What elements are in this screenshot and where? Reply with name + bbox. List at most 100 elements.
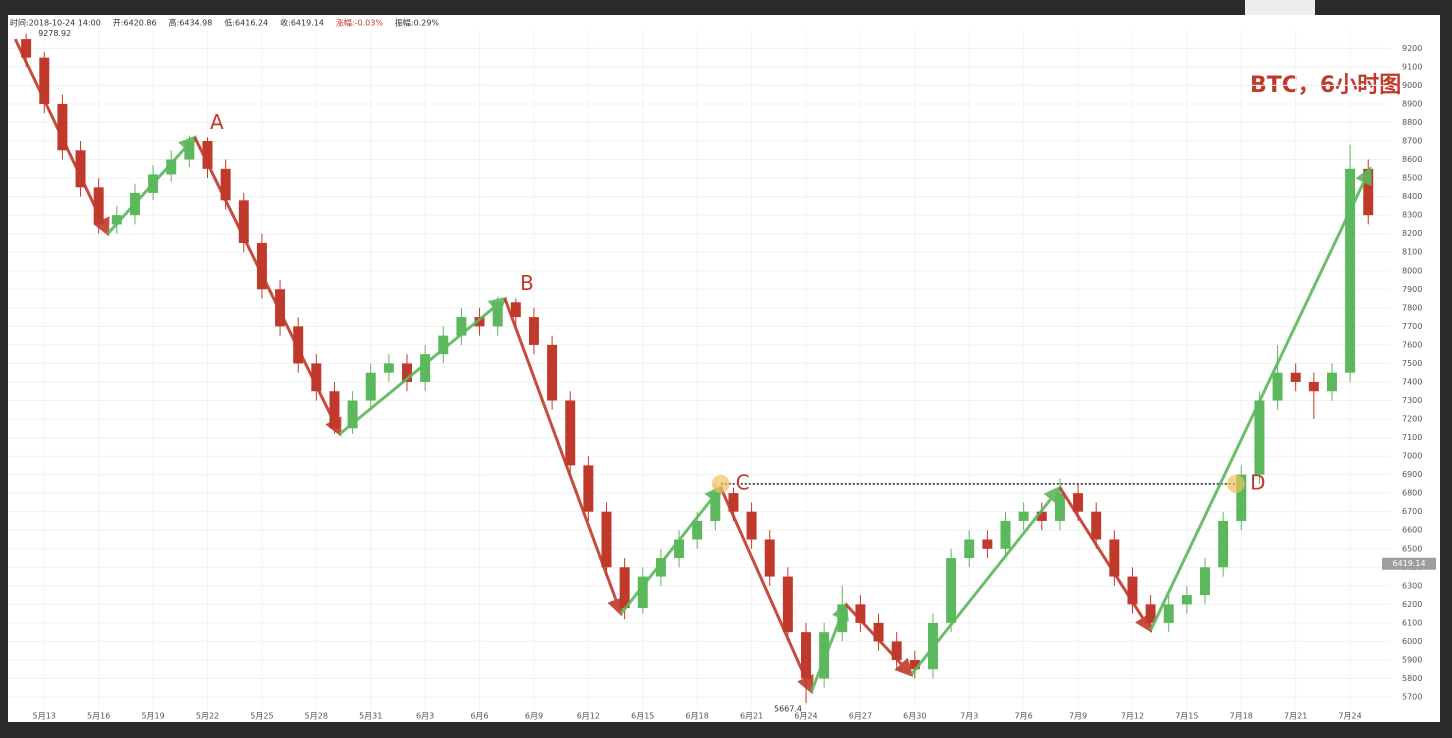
candle-body (1127, 576, 1138, 605)
y-tick-label: 8100 (1402, 248, 1422, 257)
x-tick-label: 6月15 (631, 712, 654, 721)
candle-body (746, 511, 757, 540)
y-tick-label: 7400 (1402, 377, 1422, 386)
header-item: 收:6419.14 (280, 18, 324, 28)
y-tick-label: 6200 (1402, 600, 1422, 609)
y-tick-label: 8800 (1402, 118, 1422, 127)
x-tick-label: 6月12 (577, 712, 600, 721)
y-tick-label: 8600 (1402, 155, 1422, 164)
y-tick-label: 7600 (1402, 340, 1422, 349)
candle-body (275, 289, 286, 327)
candle-body (692, 520, 703, 540)
trend-arrow (193, 136, 342, 437)
y-tick-label: 5800 (1402, 674, 1422, 683)
candle-body (402, 363, 412, 382)
candle-body (1200, 567, 1210, 596)
x-tick-label: 5月25 (250, 712, 273, 721)
candle-body (1073, 493, 1084, 512)
candle-body (637, 576, 648, 609)
candle-body (111, 215, 122, 225)
x-tick-label: 7月9 (1069, 712, 1087, 721)
candle-body (1308, 381, 1319, 392)
x-tick-label: 5月28 (305, 712, 328, 721)
candle-body (909, 659, 920, 670)
trend-arrow (719, 486, 814, 695)
x-tick-label: 5月31 (359, 712, 382, 721)
y-tick-label: 8700 (1402, 137, 1422, 146)
candle-body (583, 465, 594, 512)
candle-body (39, 57, 50, 104)
candle-body (1054, 493, 1065, 521)
candle-body (383, 363, 394, 373)
candle-body (166, 159, 177, 175)
trend-arrow (503, 298, 625, 617)
price-tag-label: 6419.14 (1392, 559, 1425, 568)
candle-body (801, 632, 811, 679)
candle-body (710, 493, 721, 521)
y-tick-label: 8000 (1402, 266, 1422, 275)
candle-body (1000, 520, 1011, 549)
x-tick-label: 7月24 (1338, 712, 1361, 721)
candle-body (1018, 511, 1029, 521)
candle-body (565, 400, 576, 466)
low-label: 5667.4 (774, 705, 802, 714)
candle-body (202, 141, 213, 169)
candle-body (1091, 511, 1102, 540)
y-tick-label: 7700 (1402, 322, 1422, 331)
y-tick-label: 8300 (1402, 211, 1422, 220)
candle-body (1254, 400, 1265, 475)
y-tick-label: 6100 (1402, 618, 1422, 627)
header-item: 涨幅:-0.03% (336, 18, 383, 28)
y-tick-label: 8200 (1402, 229, 1422, 238)
y-tick-label: 7500 (1402, 359, 1422, 368)
candle-body (438, 335, 449, 355)
y-tick-label: 9200 (1402, 44, 1422, 53)
point-label: A (210, 110, 224, 134)
candle-body (75, 150, 86, 188)
y-tick-label: 6300 (1402, 581, 1422, 590)
candle-body (655, 558, 666, 577)
header-item: 低:6416.24 (224, 18, 268, 28)
candle-body (1163, 604, 1174, 623)
header-item: 时间:2018-10-24 14:00 (10, 18, 101, 28)
y-tick-label: 7000 (1402, 452, 1422, 461)
x-tick-label: 6月9 (525, 712, 543, 721)
y-tick-label: 9000 (1402, 81, 1422, 90)
y-tick-label: 6600 (1402, 526, 1422, 535)
point-marker (1226, 474, 1245, 493)
candle-body (964, 539, 975, 559)
candle-body (601, 511, 612, 568)
trend-arrow (13, 38, 110, 237)
candle-body (1363, 168, 1374, 216)
x-tick-label: 6月30 (903, 712, 926, 721)
candle-body (982, 539, 993, 549)
candle-body (1236, 474, 1247, 521)
header-item: 振幅:0.29% (395, 18, 440, 28)
trend-arrow (1058, 486, 1153, 633)
point-label: C (736, 470, 750, 494)
candle-body (21, 39, 32, 58)
trend-arrow (1149, 166, 1372, 631)
y-tick-label: 6500 (1402, 544, 1422, 553)
candle-body (528, 317, 539, 345)
candle-body (256, 242, 267, 290)
x-tick-label: 6月21 (740, 712, 763, 721)
candle-body (782, 576, 793, 633)
header-item: 高:6434.98 (169, 18, 213, 28)
point-label: D (1250, 470, 1265, 494)
x-tick-label: 6月6 (470, 712, 488, 721)
candle-body (365, 372, 376, 401)
y-tick-label: 9100 (1402, 62, 1422, 71)
candle-body (311, 363, 322, 392)
y-tick-label: 7200 (1402, 415, 1422, 424)
candle-body (1345, 168, 1356, 373)
candle-body (329, 391, 340, 429)
trend-arrow (619, 485, 723, 615)
trend-arrow (338, 296, 508, 436)
high-label: 9278.92 (38, 29, 71, 38)
candle-body (474, 317, 485, 327)
x-tick-label: 7月15 (1175, 712, 1198, 721)
trend-arrow (844, 603, 914, 677)
point-label: B (520, 271, 534, 295)
